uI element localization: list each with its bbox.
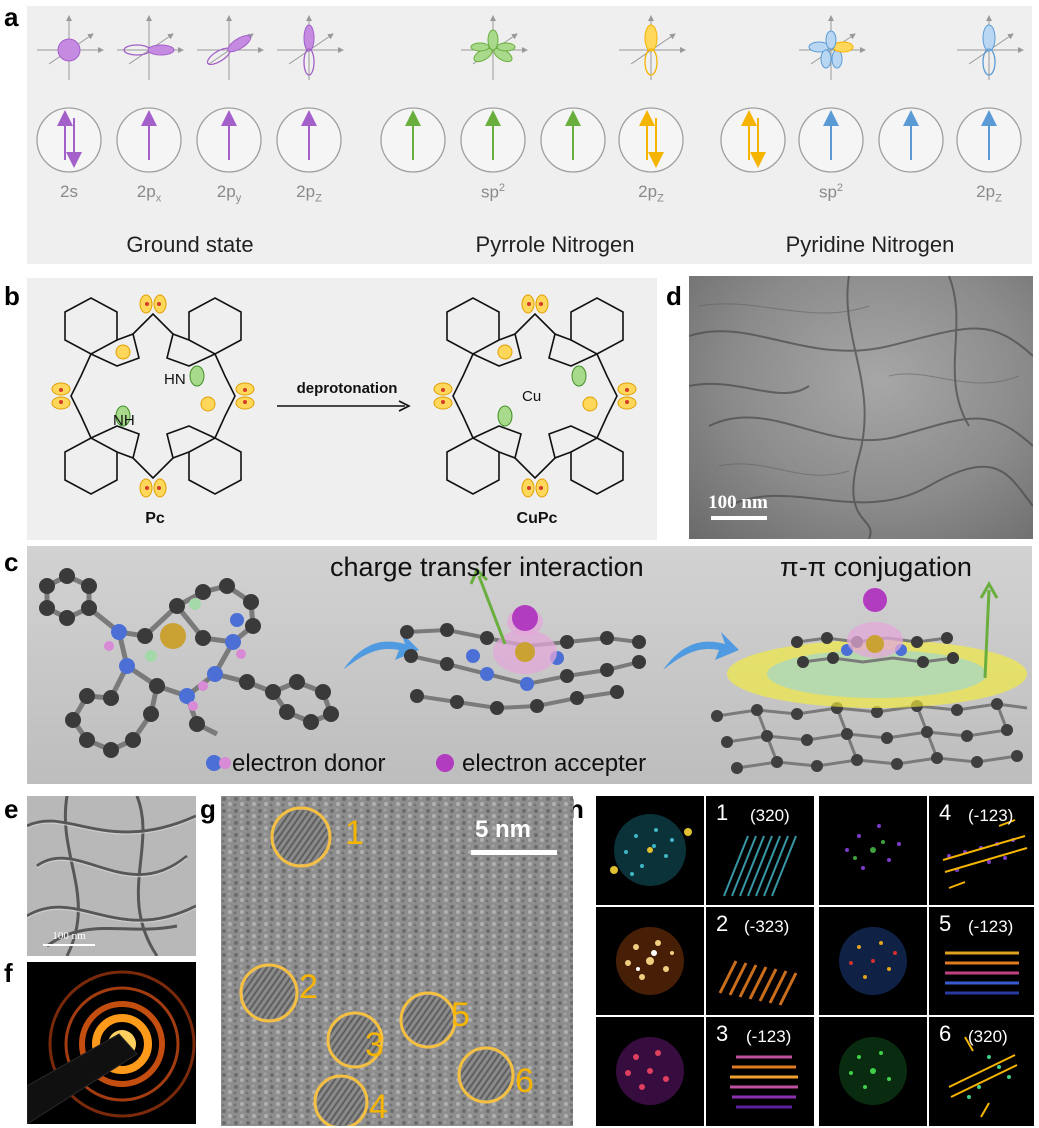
charge-transfer-title: charge transfer interaction (330, 552, 644, 582)
fft-cell-3-pattern (596, 1017, 704, 1126)
group-label-pyrrole: Pyrrole Nitrogen (475, 232, 635, 257)
group-label-ground-state: Ground state (126, 232, 254, 257)
panel-g-scale-label: 5 nm (475, 816, 532, 843)
fft-number-1: 1 (716, 800, 729, 825)
hn-label: HN (164, 371, 186, 388)
panel-e-scale-bar (43, 944, 95, 946)
panel-label-d: d (666, 281, 682, 311)
fft-index-6: (320) (968, 1027, 1008, 1046)
fft-cell-6-filtered (929, 1017, 1034, 1126)
particle-label-6: 6 (515, 1062, 534, 1100)
panel-b-molecule-graphics (51, 294, 637, 498)
fft-index-5: (-123) (968, 917, 1014, 936)
fft-index-3: (-123) (746, 1027, 792, 1046)
group-label-pyridine: Pyridine Nitrogen (785, 232, 955, 257)
panel-label-f: f (4, 958, 13, 988)
orbital-label-sp2-pyrrole: sp2 (480, 182, 506, 202)
fft-number-3: 3 (716, 1021, 729, 1046)
fft-cell-6-pattern (819, 1017, 927, 1126)
fft-number-4: 4 (939, 800, 952, 825)
particle-label-1: 1 (345, 814, 364, 852)
fft-cell-1-pattern (596, 796, 704, 905)
fft-cell-5-filtered (929, 907, 1034, 1015)
particle-label-4: 4 (369, 1088, 388, 1126)
panel-d-tem-image: 100 nm (689, 276, 1033, 539)
panel-f-saed-pattern (27, 962, 196, 1124)
panel-g-hrtem-image: 5 nm 1 2 3 4 5 6 (221, 796, 573, 1126)
panel-label-a: a (4, 2, 19, 32)
fft-number-5: 5 (939, 911, 952, 936)
fft-index-2: (-323) (744, 917, 790, 936)
orbital-label-sp2-pyridine: sp2 (818, 182, 844, 202)
fft-cell-1-filtered (706, 796, 814, 905)
panel-e-tem-image: 100 nm (27, 796, 196, 956)
fft-cell-3-filtered (706, 1017, 814, 1126)
fft-cell-5-pattern (819, 907, 927, 1015)
panel-label-b: b (4, 281, 20, 311)
orbital-label-2px: 2px (136, 182, 162, 205)
pc-label: Pc (145, 510, 165, 527)
cupc-label: CuPc (516, 510, 558, 527)
orbital-label-2py: 2py (216, 182, 242, 205)
fft-cell-4-filtered (929, 796, 1034, 905)
fft-cell-4-pattern (819, 796, 927, 905)
panel-c-model-graphics (39, 567, 1028, 774)
nh-label: NH (113, 412, 135, 429)
panel-label-e: e (4, 794, 19, 824)
fft-index-1: (320) (750, 806, 790, 825)
fft-cell-2-pattern (596, 907, 704, 1015)
deprotonation-label: deprotonation (296, 380, 398, 397)
fft-index-4: (-123) (968, 806, 1014, 825)
pi-pi-title: π-π conjugation (780, 552, 972, 582)
particle-label-5: 5 (451, 996, 470, 1034)
cu-label: Cu (522, 388, 542, 405)
panel-label-c: c (4, 547, 19, 577)
orbital-label-2pz-pyridine: 2pZ (976, 182, 1002, 205)
particle-label-2: 2 (299, 968, 318, 1006)
fft-number-6: 6 (939, 1021, 952, 1046)
orbital-label-2s: 2s (60, 182, 78, 201)
fft-number-2: 2 (716, 911, 729, 936)
panel-d-scale-bar (711, 516, 767, 520)
panel-d-scale-label: 100 nm (708, 492, 768, 513)
orbital-label-2pz: 2pZ (296, 182, 322, 205)
panel-e-scale-label: 100 nm (52, 930, 86, 942)
legend-electron-donor: electron donor (232, 750, 386, 777)
orbital-label-2pz-pyrrole: 2pZ (638, 182, 664, 205)
panel-label-g: g (200, 794, 216, 824)
particle-label-3: 3 (365, 1026, 384, 1064)
panel-a-orbital-graphics (36, 15, 1024, 173)
legend-electron-accepter: electron accepter (462, 750, 647, 777)
panel-b-background (27, 278, 657, 540)
fft-cell-2-filtered (706, 907, 814, 1015)
